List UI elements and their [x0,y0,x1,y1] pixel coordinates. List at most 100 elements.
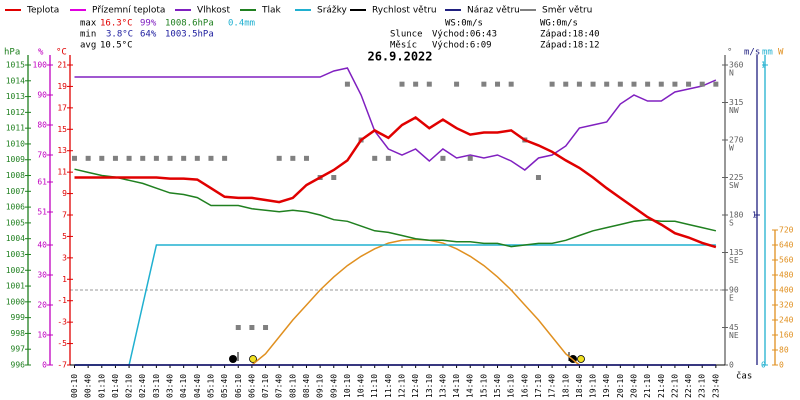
y-tick-label: 0 [42,361,47,370]
direction-marker [467,155,473,161]
sun-set-icon [577,355,585,363]
x-tick-label: 15:40 [493,374,502,398]
y-tick-label: 9 [62,189,67,198]
axis-unit: hPa [4,48,20,58]
y-tick-label: 1001 [6,282,25,291]
x-tick-label: 13:40 [438,374,447,398]
x-tick-label: 12:10 [398,374,407,398]
stat: Západ:18:12 [540,41,600,51]
y-tick-label: 640 [779,241,794,250]
legend-label: Přízemní teplota [92,6,165,16]
x-tick-label: 17:40 [548,374,557,398]
y-tick-label: 19 [57,82,67,91]
x-tick-label: 08:10 [288,374,297,398]
x-tick-label: 23:40 [711,374,720,398]
y-tick-label: 21 [57,61,67,70]
y-tick-label: 720 [779,226,794,235]
y-tick-label: 1 [761,61,766,70]
y-tick-label: 13 [57,146,67,155]
direction-marker [481,81,487,87]
x-axis-label: čas [736,371,752,382]
x-tick-label: 04:40 [193,374,202,398]
direction-marker [72,155,78,161]
direction-marker [508,81,514,87]
direction-marker [631,81,637,87]
stat-label: max [80,19,97,29]
direction-marker [344,81,350,87]
legend-label: Srážky [317,6,348,16]
direction-marker [249,325,255,330]
axis-unit: °C [56,48,67,58]
x-tick-label: 11:40 [384,374,393,398]
direction-marker [399,81,405,87]
direction-marker [713,81,719,87]
y-tick-label: 1014 [6,76,25,85]
direction-marker [385,155,391,161]
y-tick-label: 100 [33,61,48,70]
stat: 1003.5hPa [165,30,214,40]
y-tick-label: 1015 [6,61,25,70]
y-tick-label: 180 [729,211,744,220]
y-tick-label: 1 [752,211,757,220]
y-tick-label: 10 [37,331,47,340]
x-tick-label: 02:40 [138,374,147,398]
y-tick-label: 480 [779,271,794,280]
direction-marker [658,81,664,87]
stats: max 16.3°C 99% 1008.6hPa 0.4mm min 3.8°C… [80,19,600,51]
stat: 3.8°C [106,30,133,40]
y-tick-label: 225 [729,173,744,182]
y-tick-label: 20 [37,301,47,310]
direction-marker [222,155,228,161]
direction-marker [672,81,678,87]
y-tick-label: 1012 [6,108,25,117]
stat: WG:0m/s [540,19,578,29]
direction-marker [563,81,569,87]
compass-label: N [729,69,734,78]
direction-marker [235,325,241,330]
compass-label: S [729,219,734,228]
x-tick-label: 09:10 [316,374,325,398]
direction-marker [153,155,159,161]
x-tick-label: 11:10 [370,374,379,398]
direction-marker [140,155,146,161]
direction-marker [263,325,269,330]
x-tick-label: 16:40 [520,374,529,398]
y-tick-label: 998 [11,329,26,338]
direction-marker [413,81,419,87]
direction-marker [167,155,173,161]
y-tick-label: 320 [779,301,794,310]
x-tick-label: 18:10 [561,374,570,398]
y-tick-label: 1004 [6,234,25,243]
y-tick-label: 999 [11,313,26,322]
stat: 64% [140,30,157,40]
x-tick-label: 12:40 [411,374,420,398]
y-tick-label: 80 [779,346,789,355]
y-tick-label: 1011 [6,124,25,133]
stat: 10.5°C [100,41,133,51]
y-tick-label: 996 [11,361,26,370]
y-tick-label: 0 [729,361,734,370]
y-tick-label: -7 [57,361,67,370]
compass-label: SW [729,181,739,190]
y-tick-label: 1006 [6,203,25,212]
direction-marker [194,155,200,161]
x-tick-label: 21:10 [643,374,652,398]
stat-label: min [80,30,96,40]
stat: Východ:6:09 [432,41,492,51]
stat: Západ:18:40 [540,30,600,40]
x-tick-label: 04:10 [179,374,188,398]
x-tick-label: 10:10 [343,374,352,398]
compass-label: SE [729,256,739,265]
legend-label: Rychlost větru [372,6,437,16]
compass-label: E [729,294,734,303]
axis-unit: % [38,48,44,58]
direction-marker [576,81,582,87]
stat: 1008.6hPa [165,19,214,29]
x-tick-label: 22:10 [670,374,679,398]
x-tick-label: 14:40 [466,374,475,398]
direction-marker [99,155,105,161]
y-tick-label: 1002 [6,266,25,275]
direction-marker [372,155,378,161]
y-tick-label: 1003 [6,250,25,259]
y-tick-label: 160 [779,331,794,340]
